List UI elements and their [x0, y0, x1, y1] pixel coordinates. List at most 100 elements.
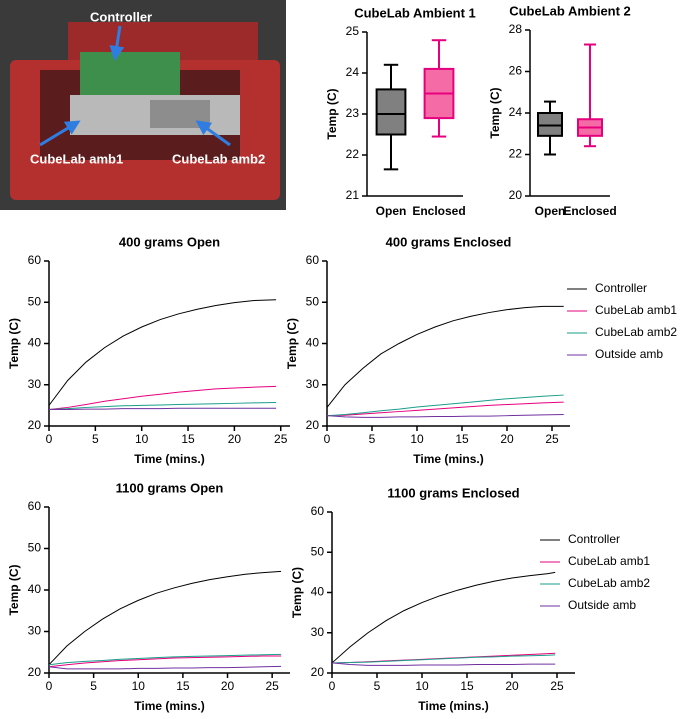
legend-label: CubeLab amb1 [595, 303, 677, 317]
y-axis-label: Temp (C) [488, 87, 502, 138]
y-tick-label: 50 [28, 294, 42, 308]
y-tick-label: 28 [509, 22, 523, 36]
y-tick-label: 24 [346, 65, 360, 79]
x-tick-label: 25 [545, 432, 559, 446]
y-tick-label: 20 [28, 665, 42, 679]
series-line [48, 299, 277, 406]
series-line [331, 662, 556, 666]
series-line [331, 571, 556, 664]
x-tick-label: 15 [176, 679, 190, 693]
x-tick-label: Enclosed [563, 204, 616, 218]
y-axis-label: Temp (C) [290, 567, 304, 618]
chart-title: CubeLab Ambient 2 [509, 3, 631, 18]
x-tick-label: 25 [550, 679, 564, 693]
x-tick-label: 5 [374, 679, 381, 693]
x-tick-label: 10 [135, 432, 149, 446]
x-tick-label: 25 [265, 679, 279, 693]
x-tick-label: Open [535, 204, 566, 218]
legend-label: Outside amb [568, 598, 636, 612]
arrow [195, 120, 231, 147]
chart-title: CubeLab Ambient 1 [354, 5, 476, 20]
y-tick-label: 50 [28, 541, 42, 555]
y-tick-label: 20 [509, 188, 523, 202]
photo-label: Controller [90, 9, 152, 24]
y-tick-label: 50 [311, 544, 325, 558]
legend-label: Controller [595, 281, 647, 295]
x-tick-label: 0 [324, 432, 331, 446]
y-tick-label: 60 [28, 499, 42, 513]
series-line [48, 570, 282, 666]
box [375, 88, 407, 136]
legend-label: Outside amb [595, 347, 663, 361]
x-tick-label: 0 [46, 679, 53, 693]
y-tick-label: 22 [509, 147, 523, 161]
series-line [48, 385, 277, 410]
x-tick-label: 20 [505, 679, 519, 693]
series-line [326, 401, 564, 417]
series-line [48, 401, 277, 410]
photo: Controller CubeLab amb1 CubeLab amb2 [0, 0, 286, 210]
y-tick-label: 24 [509, 105, 523, 119]
series-line [326, 394, 564, 417]
y-tick-label: 25 [346, 24, 360, 38]
x-tick-label: 5 [92, 432, 99, 446]
circuit-board [80, 52, 180, 102]
photo-label: CubeLab amb2 [172, 151, 265, 166]
x-tick-label: 0 [329, 679, 336, 693]
photo-label: CubeLab amb1 [30, 151, 123, 166]
y-tick-label: 26 [509, 64, 523, 78]
arrow [109, 25, 125, 61]
series-line [331, 654, 556, 664]
y-tick-label: 22 [346, 147, 360, 161]
y-tick-label: 60 [311, 504, 325, 518]
chart-title: 1100 grams Enclosed [387, 485, 519, 500]
y-axis-label: Temp (C) [7, 564, 21, 615]
y-tick-label: 30 [311, 625, 325, 639]
series-line [49, 407, 277, 410]
y-tick-label: 30 [306, 377, 320, 391]
arrow [39, 120, 81, 147]
y-tick-label: 40 [311, 585, 325, 599]
x-axis-label: Time (mins.) [413, 452, 483, 466]
x-axis-label: Time (mins.) [418, 699, 488, 713]
legend-label: Controller [568, 532, 620, 546]
y-tick-label: 30 [28, 624, 42, 638]
series-line [331, 652, 556, 664]
box [537, 112, 563, 137]
series-line [326, 305, 564, 408]
y-tick-label: 60 [306, 253, 320, 267]
y-axis-label: Temp (C) [325, 88, 339, 139]
x-tick-label: 15 [455, 432, 469, 446]
chart-title: 400 grams Enclosed [386, 234, 512, 249]
series-line [326, 413, 564, 418]
x-tick-label: 0 [46, 432, 53, 446]
y-tick-label: 21 [346, 188, 360, 202]
y-tick-label: 50 [306, 294, 320, 308]
y-axis-label: Temp (C) [7, 318, 21, 369]
y-axis-label: Temp (C) [285, 318, 299, 369]
x-tick-label: 15 [181, 432, 195, 446]
x-tick-label: 10 [415, 679, 429, 693]
x-axis-label: Time (mins.) [134, 699, 204, 713]
legend-label: CubeLab amb2 [568, 576, 650, 590]
y-tick-label: 20 [28, 418, 42, 432]
x-tick-label: 15 [460, 679, 474, 693]
x-tick-label: Enclosed [412, 204, 465, 218]
y-tick-label: 20 [306, 418, 320, 432]
x-tick-label: 20 [221, 679, 235, 693]
x-tick-label: 25 [274, 432, 288, 446]
x-tick-label: Open [376, 204, 407, 218]
chart-title: 400 grams Open [119, 234, 220, 249]
y-tick-label: 60 [28, 253, 42, 267]
legend-label: CubeLab amb1 [568, 554, 650, 568]
y-tick-label: 23 [346, 106, 360, 120]
x-axis-label: Time (mins.) [134, 452, 204, 466]
x-tick-label: 5 [369, 432, 376, 446]
y-tick-label: 40 [28, 336, 42, 350]
series-line [48, 653, 282, 666]
x-tick-label: 20 [500, 432, 514, 446]
y-tick-label: 40 [28, 582, 42, 596]
x-tick-label: 20 [228, 432, 242, 446]
y-tick-label: 30 [28, 377, 42, 391]
